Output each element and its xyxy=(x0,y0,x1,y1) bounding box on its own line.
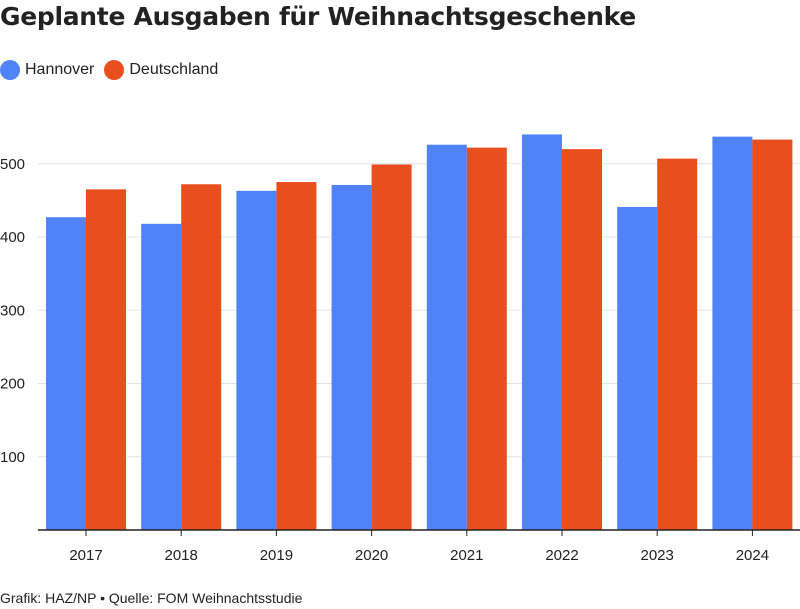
legend-label-deutschland: Deutschland xyxy=(129,61,219,78)
bar-hannover-2021 xyxy=(426,144,467,530)
x-tick-label-2024: 2024 xyxy=(736,547,769,564)
bar-chart: 100 200 300 400 500 2017 2018 2019 2020 2021 2022 2… xyxy=(0,134,800,564)
x-tick-label-2022: 2022 xyxy=(545,547,578,564)
chart-title: Geplante Ausgaben für Weihnachtsgeschenk… xyxy=(0,2,636,31)
bar-deutschland-2018 xyxy=(181,184,222,530)
bar-hannover-2018 xyxy=(141,223,182,530)
bar-deutschland-2022 xyxy=(562,149,602,530)
x-tick-label-2018: 2018 xyxy=(165,547,198,564)
legend-item-deutschland: Deutschland xyxy=(104,60,218,80)
bar-deutschland-2024 xyxy=(752,139,793,530)
y-tick-label-300: 300 xyxy=(0,302,25,319)
bar-deutschland-2023 xyxy=(657,158,698,530)
x-tick-label-2017: 2017 xyxy=(69,547,102,564)
y-tick-label-400: 400 xyxy=(0,229,25,246)
x-tick-label-2021: 2021 xyxy=(450,547,483,564)
bar-hannover-2017 xyxy=(46,217,86,530)
bar-hannover-2020 xyxy=(331,184,372,530)
y-tick-label-200: 200 xyxy=(0,376,25,393)
bar-deutschland-2021 xyxy=(466,147,507,530)
chart-legend: Hannover Deutschland xyxy=(0,60,228,80)
x-tick-label-2019: 2019 xyxy=(260,547,293,564)
bar-deutschland-2019 xyxy=(276,182,317,530)
y-tick-label-100: 100 xyxy=(0,449,25,466)
bar-hannover-2024 xyxy=(712,136,753,530)
x-tick-label-2023: 2023 xyxy=(641,547,674,564)
source-footer: Grafik: HAZ/NP • Quelle: FOM Weihnachtss… xyxy=(0,590,303,606)
bar-hannover-2022 xyxy=(522,134,562,530)
y-tick-label-500: 500 xyxy=(0,156,25,173)
legend-label-hannover: Hannover xyxy=(25,61,95,78)
legend-swatch-hannover xyxy=(0,60,20,80)
bar-hannover-2023 xyxy=(617,206,658,530)
bar-hannover-2019 xyxy=(236,190,277,531)
bar-deutschland-2017 xyxy=(86,189,126,530)
legend-item-hannover: Hannover xyxy=(0,60,94,80)
bar-deutschland-2020 xyxy=(371,164,412,531)
x-tick-label-2020: 2020 xyxy=(355,547,388,564)
legend-swatch-deutschland xyxy=(104,60,125,80)
